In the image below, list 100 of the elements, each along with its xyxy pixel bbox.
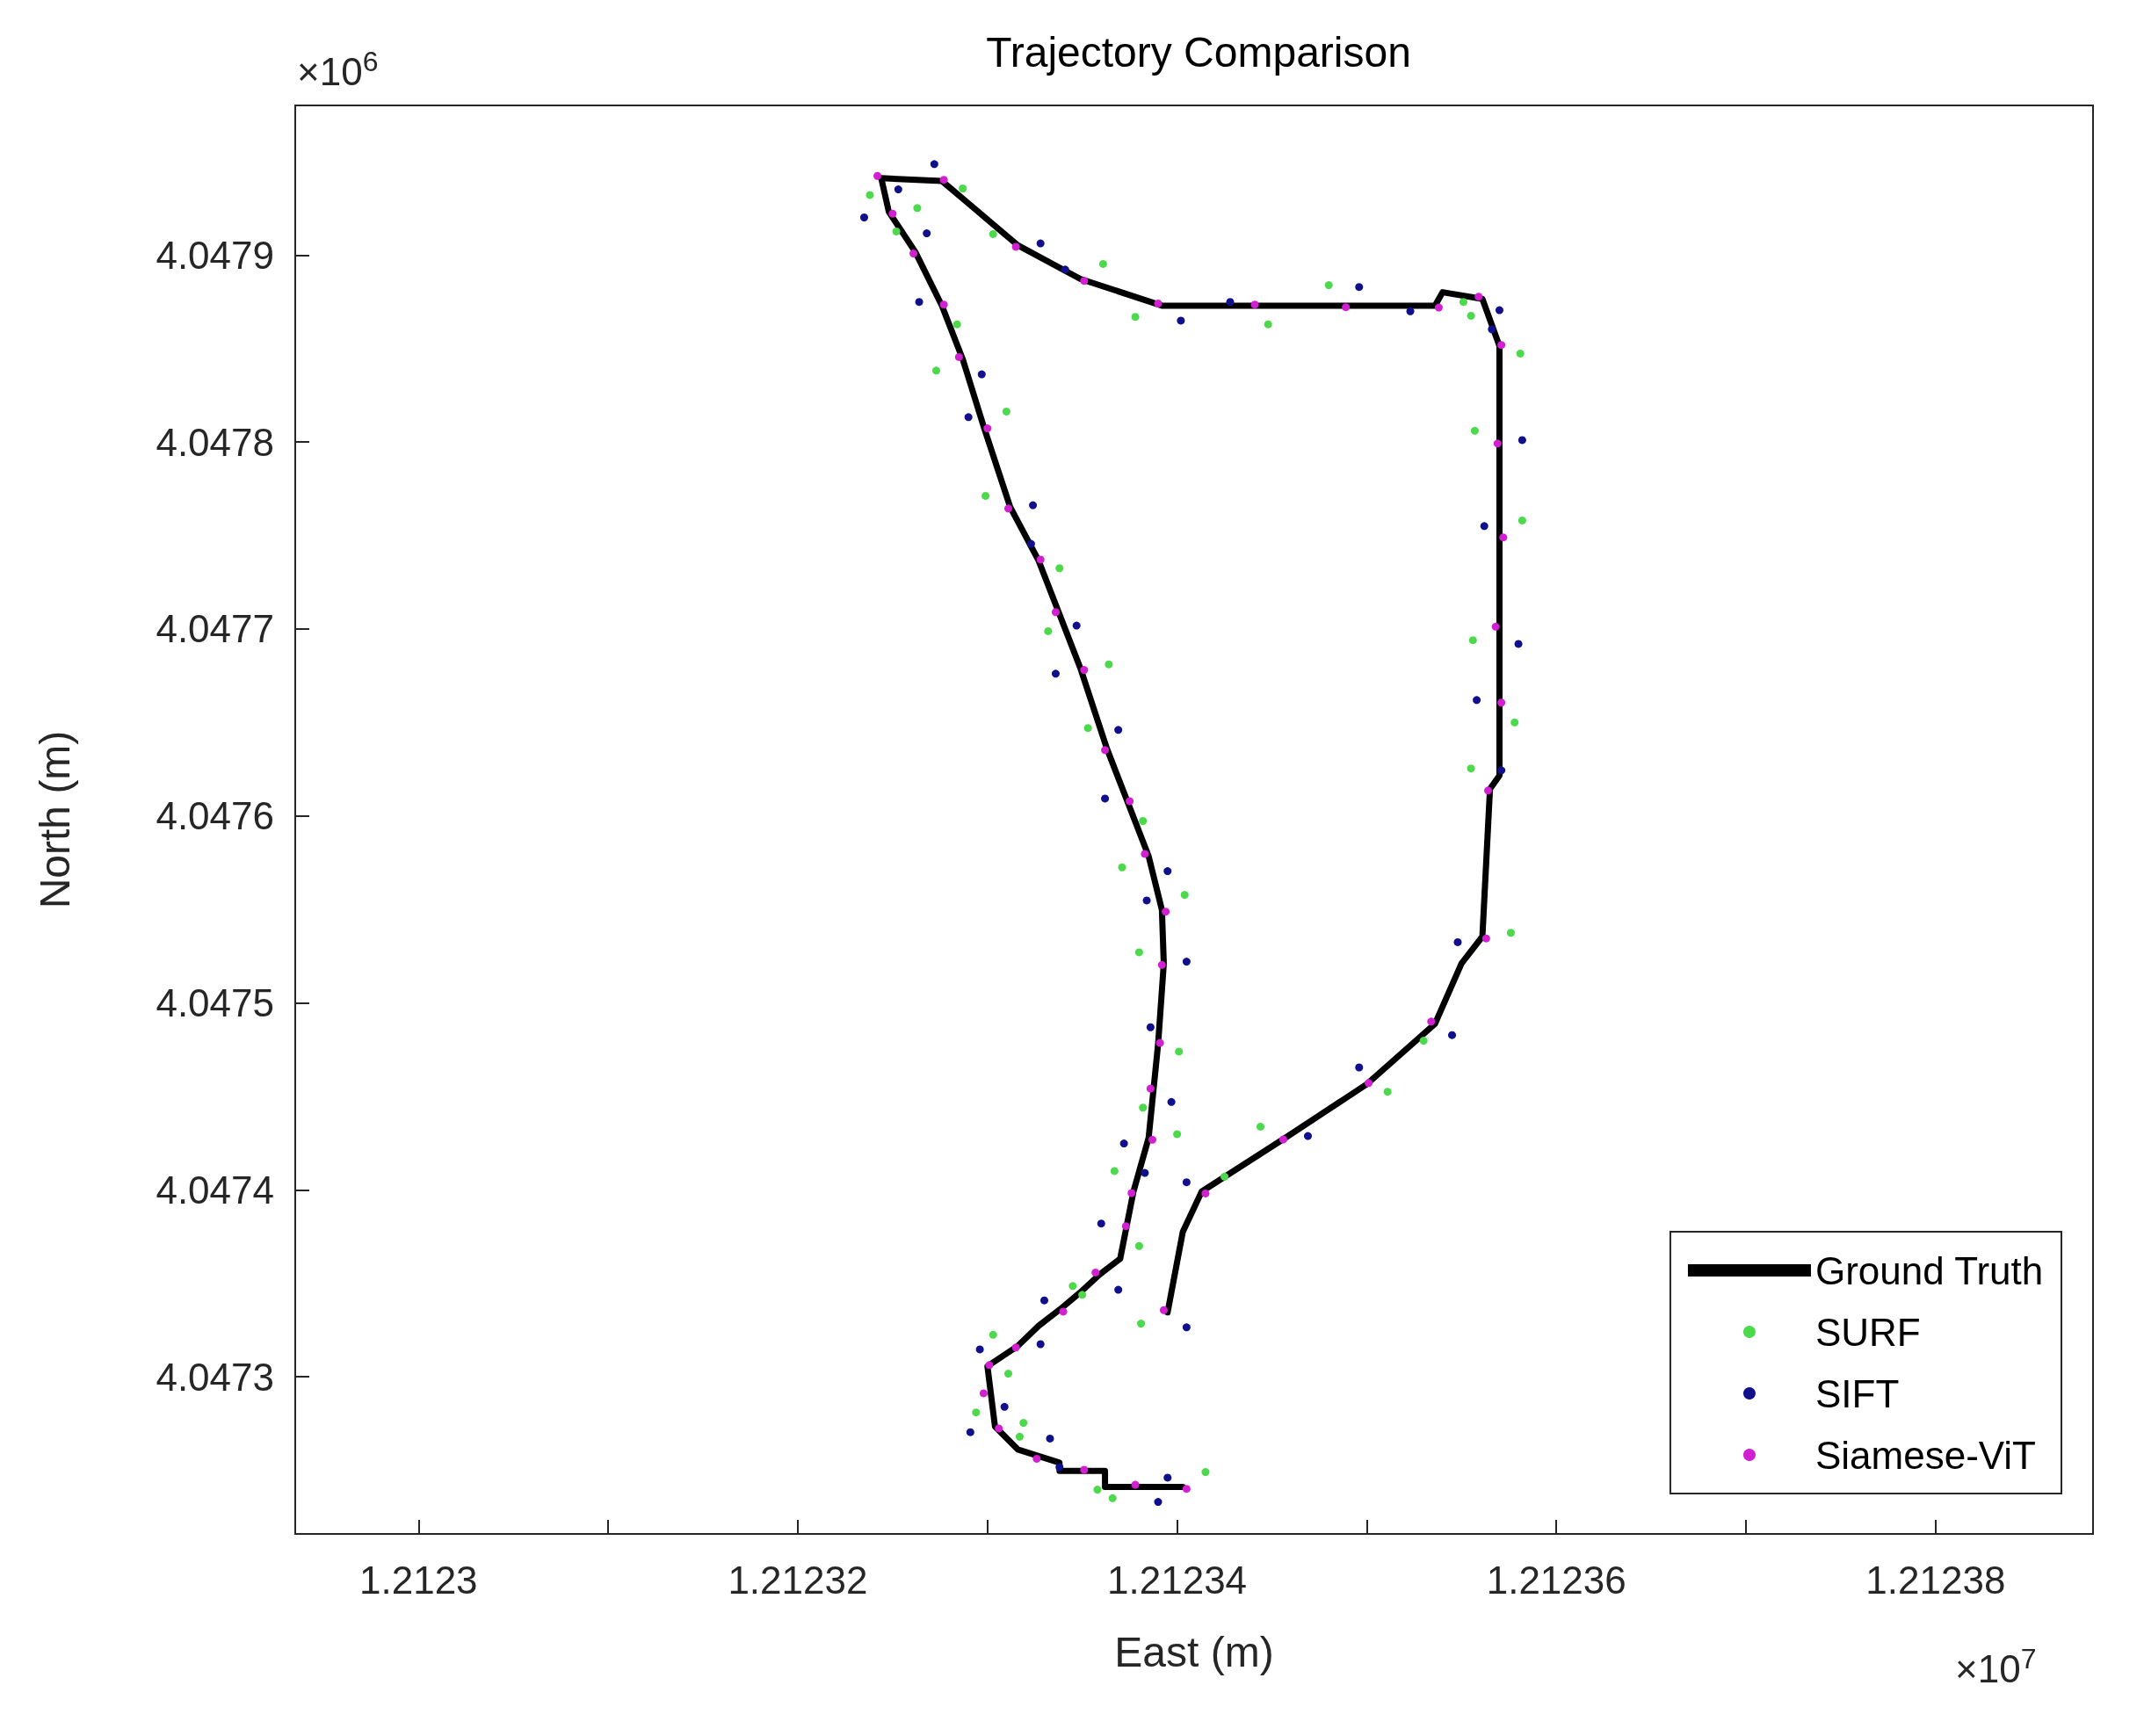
point (1015, 1432, 1024, 1441)
point (1481, 934, 1490, 943)
point (1051, 669, 1060, 678)
point (1137, 1320, 1146, 1328)
point (1036, 239, 1045, 248)
point (1162, 908, 1170, 916)
point (995, 1424, 1003, 1433)
point (952, 320, 961, 329)
point (1491, 622, 1500, 631)
point (1497, 698, 1506, 707)
x-tick-label: 1.21234 (1107, 1558, 1248, 1602)
point (1173, 1130, 1182, 1139)
legend-label: Ground Truth (1814, 1248, 2044, 1292)
point (981, 491, 990, 500)
point (1093, 1486, 1102, 1494)
point (966, 1428, 974, 1436)
point (1342, 303, 1351, 312)
point (1480, 522, 1488, 531)
point (1046, 1434, 1054, 1443)
axis-exponent: ×10$^{7}$ (1955, 1643, 2037, 1691)
point (1220, 1172, 1229, 1181)
legend-label: SURF (1814, 1310, 1921, 1354)
point (1355, 283, 1364, 292)
point (1304, 1132, 1312, 1140)
point (1004, 1370, 1012, 1378)
x-tick-label: 1.21238 (1865, 1558, 2006, 1602)
point (1163, 867, 1172, 876)
point (1126, 797, 1134, 806)
point (1080, 1465, 1089, 1474)
point (1036, 555, 1045, 564)
point (1474, 293, 1483, 301)
point (1257, 1122, 1265, 1131)
point (1097, 1219, 1105, 1228)
point (1072, 621, 1081, 630)
legend-label: SIFT (1814, 1371, 1900, 1415)
point (972, 1408, 981, 1417)
point (1470, 426, 1479, 435)
point (1157, 960, 1166, 969)
point (1061, 265, 1069, 274)
point (1226, 298, 1235, 307)
point (1517, 516, 1526, 524)
point (1427, 1017, 1436, 1026)
point (1167, 1097, 1176, 1106)
point (1131, 1480, 1140, 1489)
y-tick-label: 4.0476 (156, 794, 274, 838)
x-tick-label: 1.2123 (359, 1558, 478, 1602)
point (1468, 636, 1477, 645)
point (1148, 1135, 1157, 1144)
point (930, 160, 938, 169)
point (1101, 794, 1110, 803)
point (1134, 948, 1143, 957)
y-axis-title: North (m) (31, 730, 78, 909)
point (977, 370, 986, 379)
point (1059, 1307, 1068, 1316)
point (989, 1330, 997, 1339)
point (1175, 1047, 1184, 1056)
point (1516, 349, 1525, 358)
point (1506, 929, 1515, 937)
point (1019, 1419, 1028, 1428)
point (1139, 816, 1148, 825)
point (1068, 1282, 1077, 1291)
axis-exponent: ×10$^{6}$ (297, 46, 379, 94)
point (939, 300, 948, 309)
point (1040, 1296, 1048, 1305)
point (923, 229, 931, 238)
point (1182, 1323, 1191, 1332)
point (1495, 306, 1503, 315)
point (954, 352, 963, 361)
point (1448, 1031, 1457, 1039)
point (1141, 1168, 1149, 1177)
point (1141, 850, 1149, 858)
point (894, 185, 902, 194)
point (1080, 666, 1089, 675)
point (1118, 863, 1126, 872)
point (959, 184, 967, 192)
point (1514, 640, 1523, 648)
point (939, 176, 948, 184)
point (931, 366, 940, 375)
point (1026, 539, 1035, 548)
point (1127, 1189, 1136, 1197)
point (1177, 316, 1185, 325)
point (866, 191, 874, 199)
y-tick-label: 4.0473 (156, 1355, 274, 1399)
x-axis-title: East (m) (1114, 1628, 1274, 1675)
point (1154, 299, 1163, 307)
x-tick-label: 1.21232 (728, 1558, 868, 1602)
point (1032, 1454, 1041, 1463)
point (1080, 277, 1089, 286)
y-tick-label: 4.0478 (156, 420, 274, 464)
point (1044, 626, 1053, 635)
point (1201, 1468, 1210, 1477)
point (888, 209, 897, 218)
point (1467, 311, 1475, 320)
point (1011, 1343, 1020, 1352)
point (1110, 1167, 1119, 1175)
point (1055, 1463, 1064, 1472)
point (1011, 242, 1020, 251)
point (1134, 1241, 1143, 1250)
point (989, 229, 997, 238)
x-tick-label: 1.21236 (1486, 1558, 1626, 1602)
